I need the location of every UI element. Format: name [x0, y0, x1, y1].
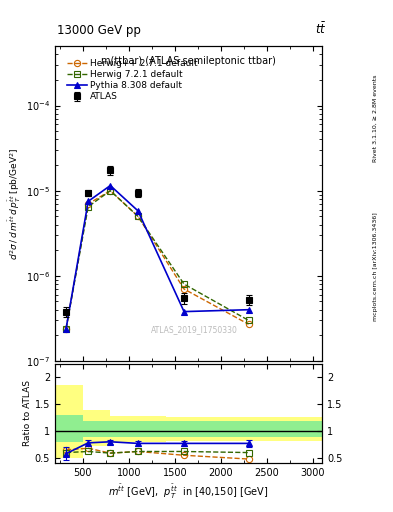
Herwig 7.2.1 default — [64, 326, 68, 332]
Line: Pythia 8.308 default: Pythia 8.308 default — [63, 182, 252, 332]
Herwig++ 2.7.1 default — [64, 326, 68, 332]
Herwig 7.2.1 default — [108, 187, 113, 194]
Herwig++ 2.7.1 default — [136, 214, 140, 220]
Line: Herwig++ 2.7.1 default: Herwig++ 2.7.1 default — [63, 187, 252, 332]
Legend: Herwig++ 2.7.1 default, Herwig 7.2.1 default, Pythia 8.308 default, ATLAS: Herwig++ 2.7.1 default, Herwig 7.2.1 def… — [65, 57, 200, 103]
Text: m(ttbar) (ATLAS semileptonic ttbar): m(ttbar) (ATLAS semileptonic ttbar) — [101, 55, 276, 66]
Pythia 8.308 default — [182, 309, 186, 315]
Y-axis label: $d^2\sigma\,/\,d\,m^{\bar{t}t}\,d\,p_T^{\bar{t}t}$ [pb/GeV$^2$]: $d^2\sigma\,/\,d\,m^{\bar{t}t}\,d\,p_T^{… — [7, 147, 23, 260]
Herwig 7.2.1 default — [182, 281, 186, 287]
Pythia 8.308 default — [246, 307, 251, 313]
Pythia 8.308 default — [64, 326, 68, 332]
Text: $t\bar{t}$: $t\bar{t}$ — [315, 22, 326, 37]
Pythia 8.308 default — [136, 208, 140, 214]
Herwig++ 2.7.1 default — [246, 321, 251, 327]
Pythia 8.308 default — [86, 198, 90, 204]
Line: Herwig 7.2.1 default: Herwig 7.2.1 default — [63, 187, 252, 332]
Herwig++ 2.7.1 default — [182, 286, 186, 292]
Y-axis label: Ratio to ATLAS: Ratio to ATLAS — [23, 380, 32, 446]
Text: mcplots.cern.ch [arXiv:1306.3436]: mcplots.cern.ch [arXiv:1306.3436] — [373, 212, 378, 321]
Herwig++ 2.7.1 default — [108, 187, 113, 194]
X-axis label: $m^{\bar{t}t}$ [GeV],  $p_T^{\bar{t}t}$  in [40,150] [GeV]: $m^{\bar{t}t}$ [GeV], $p_T^{\bar{t}t}$ i… — [108, 482, 269, 501]
Herwig++ 2.7.1 default — [86, 201, 90, 207]
Herwig 7.2.1 default — [246, 317, 251, 324]
Text: 13000 GeV pp: 13000 GeV pp — [57, 24, 141, 37]
Pythia 8.308 default — [108, 182, 113, 188]
Herwig 7.2.1 default — [136, 214, 140, 220]
Herwig 7.2.1 default — [86, 204, 90, 210]
Text: ATLAS_2019_I1750330: ATLAS_2019_I1750330 — [151, 325, 237, 334]
Text: Rivet 3.1.10, ≥ 2.8M events: Rivet 3.1.10, ≥ 2.8M events — [373, 74, 378, 161]
